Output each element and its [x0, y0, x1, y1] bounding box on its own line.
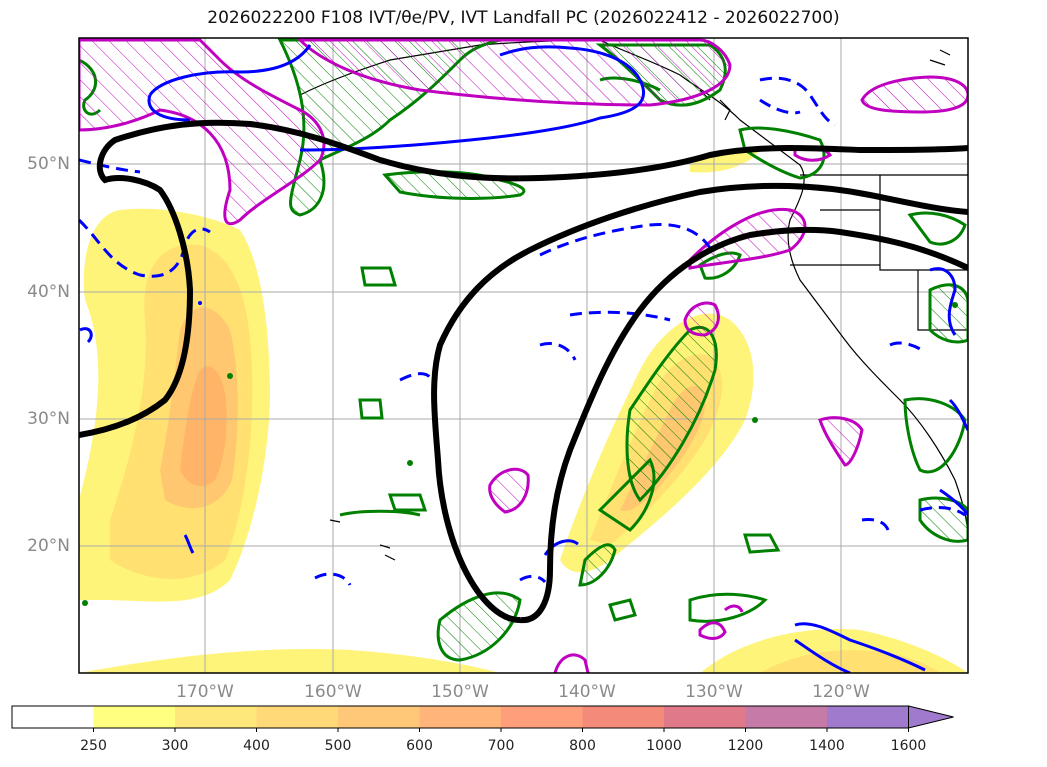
colorbar-tick-label: 500	[324, 738, 352, 754]
colorbar-segment	[745, 706, 828, 728]
colorbar-outline	[11, 705, 909, 729]
ivt-band-south	[79, 148, 968, 673]
colorbar	[11, 705, 954, 732]
colorbar-tick-label: 600	[406, 738, 433, 754]
colorbar-segment	[501, 706, 583, 728]
colorbar-tick-label: 1000	[646, 738, 682, 754]
lon-label-130w: 130°W	[685, 682, 743, 702]
map-title: 2026022200 F108 IVT/θe/PV, IVT Landfall …	[207, 8, 840, 28]
ivt-pc-lines	[79, 119, 968, 624]
colorbar-segment	[175, 706, 257, 728]
colorbar-segment	[338, 706, 420, 728]
colorbar-segment	[582, 706, 665, 728]
lon-label-120w: 120°W	[812, 682, 870, 702]
lon-label-160w: 160°W	[304, 682, 362, 702]
map-frame	[78, 37, 969, 674]
colorbar-tick-label: 1200	[727, 738, 764, 754]
lon-label-140w: 140°W	[558, 682, 616, 702]
colorbar-tick-label: 800	[569, 738, 596, 754]
blue-solid-contours	[79, 44, 968, 673]
colorbar-extend-arrow	[908, 705, 954, 729]
colorbar-tick-label: 1400	[809, 738, 845, 754]
lon-label-170w: 170°W	[176, 682, 234, 702]
colorbar-segment	[664, 706, 746, 728]
colorbar-segment	[827, 706, 909, 728]
colorbar-tick-label: 700	[487, 738, 515, 754]
colorbar-tick-label: 300	[161, 738, 189, 754]
pv-contours	[79, 38, 968, 673]
colorbar-tick-label: 1600	[890, 738, 927, 754]
lat-label-40n: 40°N	[27, 282, 70, 302]
lat-label-20n: 20°N	[27, 536, 70, 556]
lon-label-150w: 150°W	[431, 682, 489, 702]
colorbar-segment	[12, 706, 94, 728]
lat-label-50n: 50°N	[27, 154, 70, 174]
lat-label-30n: 30°N	[27, 409, 70, 429]
small-contour-specks	[82, 301, 958, 606]
colorbar-segment	[93, 706, 176, 728]
ivt-plume-west	[79, 208, 270, 602]
colorbar-segment	[256, 706, 339, 728]
gridlines	[79, 38, 968, 673]
colorbar-segment	[419, 706, 502, 728]
colorbar-tick-label: 400	[243, 738, 270, 754]
colorbar-tick-label: 250	[80, 738, 107, 754]
